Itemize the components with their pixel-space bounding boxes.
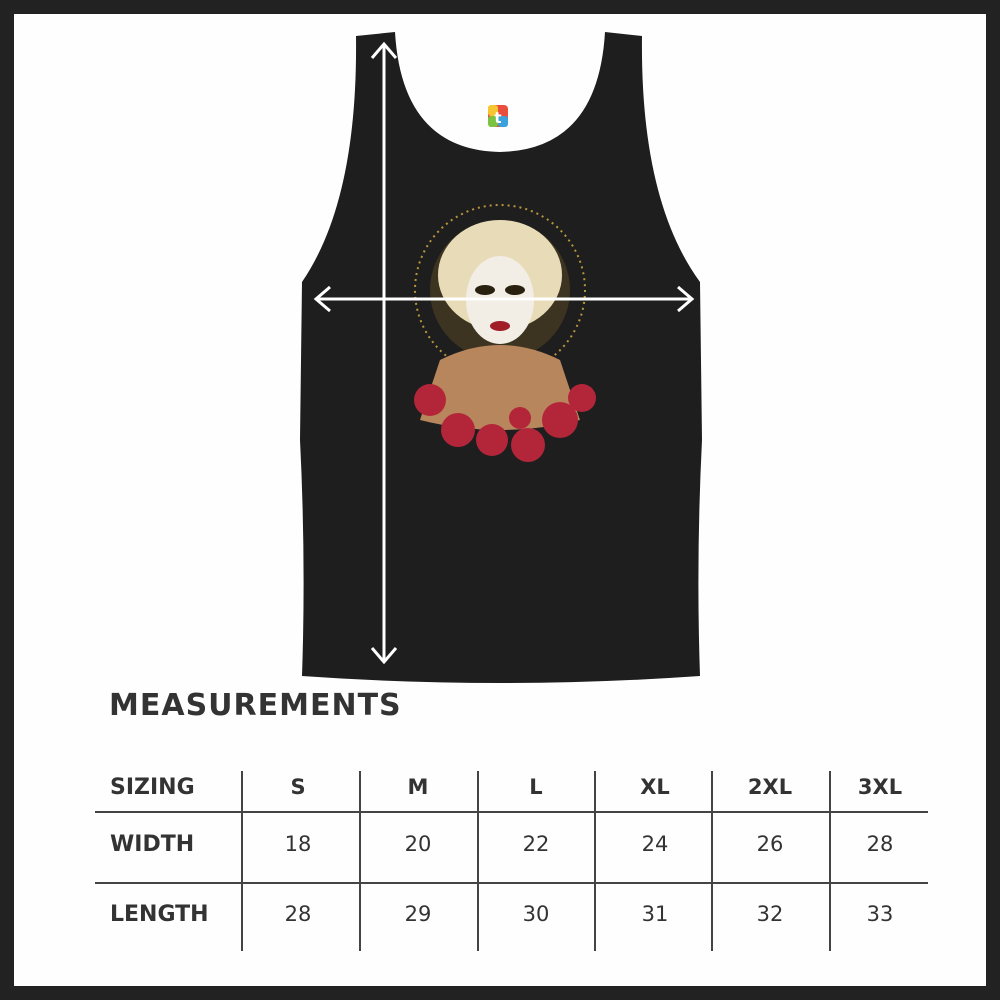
table-cell: 20 xyxy=(404,832,432,856)
size-header: L xyxy=(529,775,543,799)
svg-text:t: t xyxy=(494,109,501,127)
table-divider xyxy=(829,771,831,951)
row-label: WIDTH xyxy=(110,832,195,857)
table-divider xyxy=(95,882,928,884)
table-divider xyxy=(241,771,243,951)
table-cell: 28 xyxy=(284,902,312,926)
table-cell: 24 xyxy=(641,832,669,856)
table-cell: 26 xyxy=(756,832,784,856)
size-header: XL xyxy=(640,775,670,799)
table-cell: 29 xyxy=(404,902,432,926)
size-header: S xyxy=(290,775,306,799)
width-arrow-icon xyxy=(313,285,695,313)
table-divider xyxy=(594,771,596,951)
table-divider xyxy=(711,771,713,951)
artwork-graphic xyxy=(414,204,596,462)
size-header: 2XL xyxy=(747,775,793,799)
row-label: LENGTH xyxy=(110,902,209,927)
table-cell: 33 xyxy=(866,902,894,926)
table-cell: 18 xyxy=(284,832,312,856)
table-divider xyxy=(95,811,928,813)
table-divider xyxy=(359,771,361,951)
size-header: M xyxy=(407,775,429,799)
table-cell: 30 xyxy=(522,902,550,926)
size-header: 3XL xyxy=(857,775,903,799)
length-arrow-icon xyxy=(370,41,398,665)
table-cell: 32 xyxy=(756,902,784,926)
table-cell: 31 xyxy=(641,902,669,926)
sizing-header: SIZING xyxy=(110,775,195,800)
table-cell: 22 xyxy=(522,832,550,856)
table-divider xyxy=(477,771,479,951)
brand-logo-icon: t xyxy=(488,105,508,127)
measurements-title: MEASUREMENTS xyxy=(109,688,402,723)
table-cell: 28 xyxy=(866,832,894,856)
